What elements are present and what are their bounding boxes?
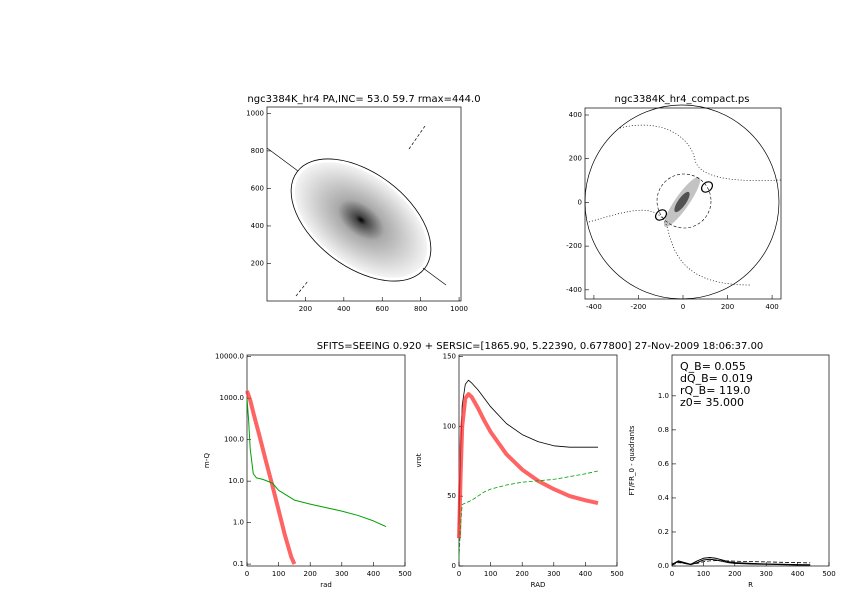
series-line	[457, 392, 599, 539]
x-tick-label: 200	[299, 305, 312, 313]
y-tick-label: 10000.0	[215, 353, 244, 361]
y-tick-label: 800	[251, 147, 264, 155]
series-group	[245, 390, 387, 565]
y-tick-label: 1.0	[233, 519, 244, 527]
series-line	[671, 560, 811, 566]
y-tick-label: 600	[251, 184, 264, 192]
y-tick-label: 200	[251, 259, 264, 267]
plot-frame	[458, 354, 618, 567]
plot-frame	[266, 106, 462, 302]
bar-end	[654, 209, 668, 221]
x-tick-label: 500	[610, 570, 623, 578]
y-tick-label: 0	[578, 198, 582, 206]
inner-circle	[656, 173, 712, 229]
y-tick-label: 400	[251, 222, 264, 230]
x-tick-label: 400	[367, 570, 380, 578]
y-tick-label: 200	[569, 155, 582, 163]
x-tick-label: 0	[670, 570, 674, 578]
chart-title: ngc3384K_hr4_compact.ps	[615, 94, 750, 105]
y-axis-label: FT/FR_0 - quadrants	[628, 425, 636, 495]
ellipse-fit	[290, 158, 432, 282]
series-line	[458, 379, 598, 525]
x-axis-label: RAD	[531, 581, 546, 589]
y-tick-label: 0.6	[658, 460, 670, 468]
x-tick-label: -200	[631, 303, 647, 311]
contour	[588, 209, 751, 286]
y-tick-label: 1000.0	[220, 394, 245, 402]
minor-axis	[295, 280, 309, 297]
x-tick-label: 200	[728, 570, 741, 578]
y-tick-label: 0.4	[658, 494, 670, 502]
series-line	[246, 398, 387, 528]
y-tick-label: 1000	[246, 109, 264, 117]
x-tick-label: 400	[337, 305, 350, 313]
y-tick-label: 1.0	[658, 392, 669, 400]
y-tick-label: -200	[566, 242, 582, 250]
y-tick-label: 0.2	[658, 528, 669, 536]
x-tick-label: 200	[516, 570, 529, 578]
x-axis-label: R	[748, 581, 753, 589]
y-tick-label: 100	[443, 422, 456, 430]
y-tick-label: 0.1	[233, 560, 244, 568]
y-tick-label: 150	[443, 352, 456, 360]
annotation: dQ_B= 0.019	[680, 372, 753, 385]
x-tick-label: -400	[586, 303, 602, 311]
x-tick-label: 200	[721, 303, 734, 311]
x-tick-label: 300	[547, 570, 560, 578]
x-tick-label: 1000	[450, 305, 468, 313]
y-tick-label: 0	[452, 562, 456, 570]
x-tick-label: 100	[272, 570, 285, 578]
annotation: rQ_B= 119.0	[680, 384, 750, 397]
x-tick-label: 100	[484, 570, 497, 578]
contour	[619, 124, 782, 181]
x-tick-label: 500	[398, 570, 411, 578]
series-group	[457, 379, 599, 560]
major-axis	[422, 267, 447, 286]
x-tick-label: 800	[414, 305, 427, 313]
x-tick-label: 0	[245, 570, 249, 578]
chart-title: ngc3384K_hr4 PA,INC= 53.0 59.7 rmax=444.…	[247, 94, 480, 105]
x-tick-label: 500	[822, 570, 835, 578]
series-line	[245, 390, 297, 565]
x-tick-label: 0	[457, 570, 461, 578]
x-tick-label: 0	[681, 303, 685, 311]
y-axis-label: vrot	[415, 453, 423, 467]
x-tick-label: 300	[760, 570, 773, 578]
y-tick-label: 0.0	[658, 562, 669, 570]
x-tick-label: 400	[791, 570, 804, 578]
y-tick-label: -400	[566, 286, 582, 294]
chart-title: SFITS=SEEING 0.920 + SERSIC=[1865.90, 5.…	[317, 341, 764, 352]
bar-blob	[674, 191, 690, 213]
y-tick-label: 10.0	[228, 477, 244, 485]
y-axis-label: m-Q	[203, 452, 211, 468]
x-tick-label: 400	[579, 570, 592, 578]
annotation: Q_B= 0.055	[680, 360, 746, 373]
bar-end	[700, 181, 714, 193]
x-tick-label: 400	[765, 303, 778, 311]
x-axis-label: rad	[320, 581, 332, 589]
galaxy-image	[294, 162, 428, 278]
y-tick-label: 400	[569, 111, 582, 119]
y-tick-label: 0.8	[658, 426, 669, 434]
x-tick-label: 100	[697, 570, 710, 578]
x-tick-label: 200	[304, 570, 317, 578]
plot-frame	[671, 354, 830, 567]
y-tick-label: 50	[447, 492, 456, 500]
x-tick-label: 300	[335, 570, 348, 578]
series-group	[671, 557, 811, 566]
annotation: z0= 35.000	[680, 396, 744, 409]
major-axis	[266, 147, 299, 172]
y-tick-label: 100.0	[224, 436, 244, 444]
series-line	[458, 470, 599, 560]
x-tick-label: 600	[376, 305, 389, 313]
minor-axis	[408, 125, 426, 150]
plot-frame	[246, 354, 406, 567]
